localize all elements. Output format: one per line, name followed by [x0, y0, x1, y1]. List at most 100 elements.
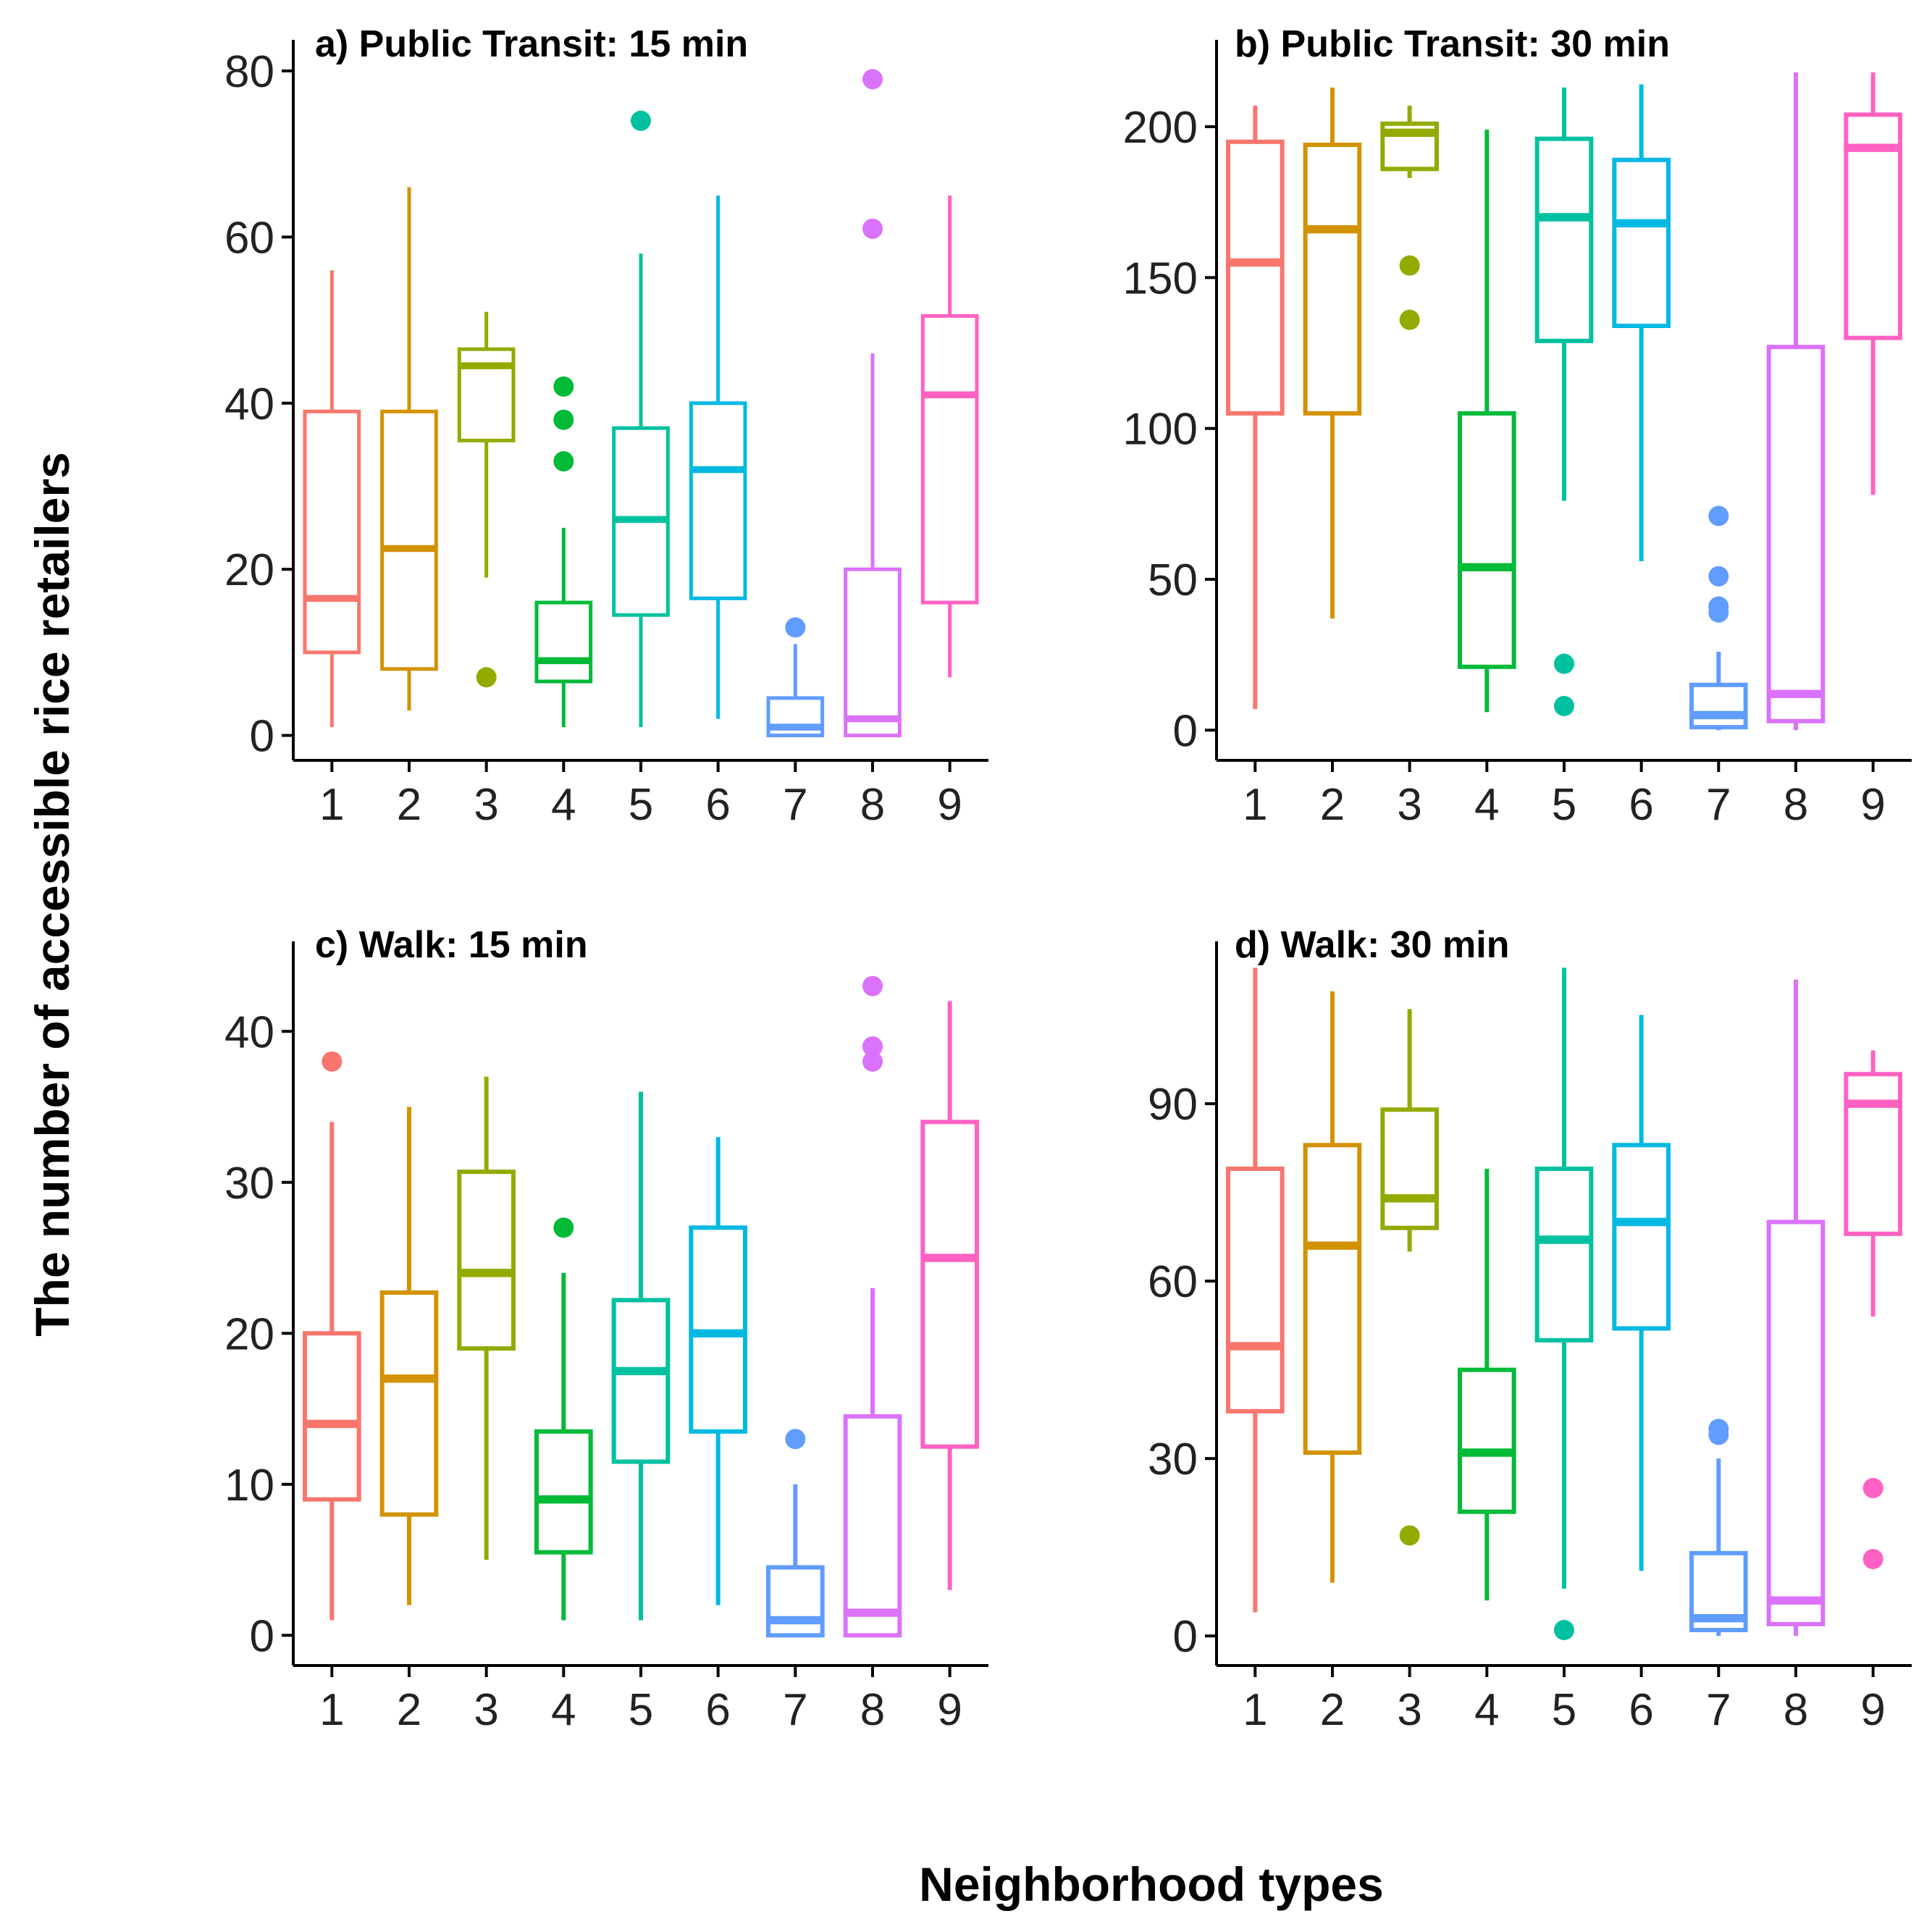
iqr-box [1303, 143, 1362, 416]
iqr-box [1380, 1107, 1440, 1230]
box-category-6 [1612, 1015, 1671, 1571]
panel-1: a) Public Transit: 15 min 0 20 40 60 80 1 2 3 4 5 6… [224, 23, 988, 830]
iqr-box [1226, 139, 1285, 416]
x-tick-label: 8 [1784, 1685, 1808, 1735]
box-category-9 [1844, 1050, 1902, 1569]
panel-3: c) Walk: 15 min 0 10 20 30 40 1 2 3 4 5 6 7 8 9 [224, 924, 988, 1735]
y-tick-label: 60 [1148, 1257, 1198, 1307]
y-tick-label: 80 [224, 47, 274, 97]
x-tick-label: 3 [474, 780, 498, 830]
x-tick-label: 4 [1474, 1685, 1499, 1735]
box-category-5 [612, 110, 670, 728]
outlier-point [1708, 596, 1729, 617]
iqr-box [457, 1169, 516, 1351]
outlier-point [1708, 505, 1729, 526]
outlier-point [553, 451, 574, 472]
iqr-box [303, 1331, 361, 1502]
y-tick-label: 30 [1148, 1435, 1198, 1484]
x-tick-label: 5 [629, 780, 653, 830]
x-tick-label: 4 [551, 1685, 576, 1735]
x-tick-label: 1 [319, 1685, 344, 1735]
panel-title: b) Public Transit: 30 min [1235, 23, 1670, 65]
iqr-box [534, 600, 593, 684]
box-category-2 [380, 187, 438, 711]
iqr-box [1534, 136, 1594, 343]
outlier-point [1399, 309, 1420, 330]
y-tick-label: 30 [224, 1159, 274, 1209]
y-tick-label: 90 [1148, 1080, 1198, 1130]
box-category-1 [1226, 105, 1285, 710]
outlier-point [1708, 1419, 1729, 1440]
x-tick-label: 7 [1706, 1685, 1731, 1735]
x-tick-label: 2 [1320, 1685, 1345, 1735]
x-tick-label: 6 [705, 1685, 730, 1735]
x-tick-label: 2 [1320, 780, 1345, 830]
y-tick-label: 0 [1173, 706, 1198, 756]
y-tick-label: 10 [224, 1461, 274, 1511]
box-category-7 [1689, 1419, 1748, 1637]
box-category-3 [457, 311, 516, 688]
y-tick-label: 50 [1148, 555, 1198, 605]
x-tick-label: 5 [1552, 1685, 1576, 1735]
box-category-4 [534, 376, 593, 728]
box-category-8 [844, 69, 902, 738]
x-axis-title: Neighborhood types [919, 1857, 1384, 1911]
iqr-box [1612, 1143, 1671, 1331]
iqr-box [1766, 1219, 1826, 1626]
box-category-7 [1689, 505, 1748, 731]
box-category-4 [1458, 1169, 1516, 1601]
box-category-7 [766, 1429, 825, 1638]
x-tick-label: 5 [629, 1685, 653, 1735]
box-category-5 [1534, 87, 1594, 716]
outlier-point [553, 409, 574, 430]
y-tick-label: 0 [250, 712, 274, 762]
y-tick-label: 200 [1123, 103, 1198, 153]
panel-title: d) Walk: 30 min [1235, 924, 1509, 966]
iqr-box [303, 409, 361, 655]
panel-2: b) Public Transit: 30 min 0 50 100 150 200 1 2 3… [1123, 23, 1912, 830]
outlier-point [1862, 1478, 1883, 1498]
x-tick-label: 7 [1706, 780, 1731, 830]
outlier-point [862, 1036, 883, 1057]
box-category-7 [766, 617, 825, 738]
outlier-point [862, 218, 883, 239]
outlier-point [1554, 696, 1574, 716]
outlier-point [553, 1217, 574, 1238]
box-category-2 [1303, 991, 1362, 1583]
y-tick-label: 20 [224, 545, 274, 595]
iqr-box [1612, 157, 1671, 328]
outlier-point [785, 1429, 806, 1450]
x-tick-label: 4 [1474, 780, 1499, 830]
iqr-box [1458, 1367, 1516, 1514]
box-category-4 [1458, 130, 1516, 713]
iqr-box [920, 314, 979, 605]
x-tick-label: 7 [783, 780, 807, 830]
iqr-box [380, 409, 438, 671]
x-tick-label: 1 [1243, 780, 1267, 830]
box-category-9 [920, 1001, 980, 1590]
iqr-box [1844, 1072, 1902, 1236]
outlier-point [1554, 653, 1574, 674]
box-category-4 [534, 1217, 593, 1621]
x-tick-label: 3 [474, 1685, 498, 1735]
box-category-6 [689, 1137, 747, 1605]
x-tick-label: 3 [1397, 780, 1421, 830]
outlier-point [862, 1051, 883, 1072]
outlier-point [785, 617, 806, 638]
outlier-point [1862, 1549, 1883, 1569]
x-tick-label: 5 [1552, 780, 1576, 830]
x-tick-label: 8 [860, 780, 885, 830]
box-category-1 [303, 1051, 361, 1621]
y-tick-label: 40 [224, 379, 274, 429]
x-tick-label: 1 [319, 780, 344, 830]
box-category-8 [843, 975, 902, 1638]
outlier-point [322, 1051, 343, 1072]
x-tick-label: 4 [551, 780, 576, 830]
iqr-box [534, 1429, 593, 1555]
x-tick-label: 8 [860, 1685, 885, 1735]
x-tick-label: 1 [1243, 1685, 1267, 1735]
outlier-point [553, 376, 574, 397]
outlier-point [476, 667, 497, 688]
outlier-point [862, 975, 883, 996]
